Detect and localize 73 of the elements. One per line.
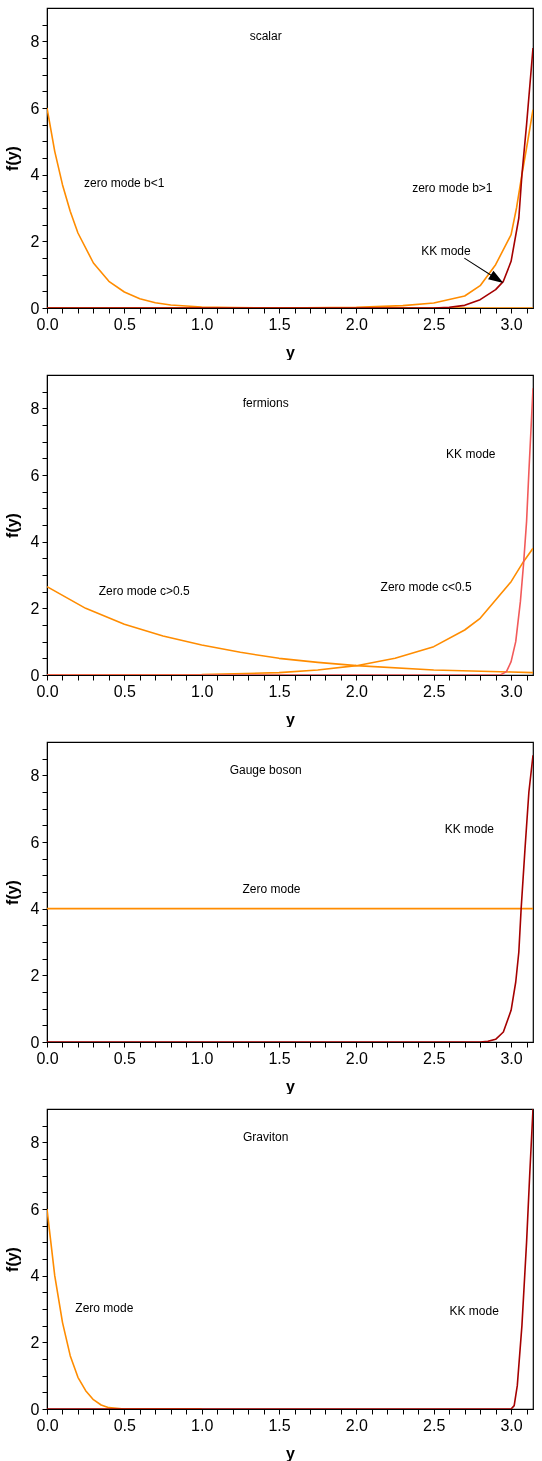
annotation: zero mode b>1 xyxy=(412,181,493,195)
y-axis-title: f(y) xyxy=(3,880,21,905)
x-tick-label: 1.0 xyxy=(191,315,214,333)
x-tick-label: 0.5 xyxy=(113,315,137,333)
x-axis-title: y xyxy=(286,1077,296,1095)
y-tick-label: 8 xyxy=(30,399,40,417)
y-tick-label: 0 xyxy=(30,1400,40,1418)
annotation: Zero mode xyxy=(75,1300,134,1315)
x-tick-label: 1.0 xyxy=(191,1416,214,1434)
annotation: zero mode b<1 xyxy=(84,175,165,190)
y-axis-title: f(y) xyxy=(3,146,21,171)
x-tick-label: 0.0 xyxy=(36,1416,59,1434)
annotation: KK mode xyxy=(446,447,496,462)
y-tick-label: 4 xyxy=(30,166,40,184)
x-tick-label: 2.5 xyxy=(423,1416,446,1434)
y-tick-label: 6 xyxy=(30,466,40,484)
y-axis-title: f(y) xyxy=(3,513,21,538)
y-tick-label: 2 xyxy=(30,966,40,984)
y-tick-label: 2 xyxy=(30,1333,40,1351)
text: fermions xyxy=(242,396,289,410)
y-tick-label: 2 xyxy=(30,599,40,617)
x-tick-label: 0.0 xyxy=(36,315,59,333)
x-tick-label: 2.5 xyxy=(423,682,446,700)
y-tick-label: 6 xyxy=(30,99,40,117)
y-tick-label: 4 xyxy=(30,900,40,918)
x-tick-label: 0.5 xyxy=(113,682,137,700)
annotation: Zero mode c<0.5 xyxy=(380,580,472,595)
line-series xyxy=(47,387,533,675)
x-tick-label: 2.5 xyxy=(423,1049,446,1067)
x-tick-label: 3.0 xyxy=(500,1416,523,1434)
text: Graviton xyxy=(243,1130,289,1144)
x-tick-label: 2.0 xyxy=(345,1416,369,1434)
x-axis-title: y xyxy=(286,1444,296,1461)
y-tick-label: 4 xyxy=(30,1267,40,1285)
y-tick-label: 0 xyxy=(30,299,40,317)
x-tick-label: 2.0 xyxy=(345,682,369,700)
y-tick-label: 6 xyxy=(30,1200,40,1218)
x-tick-label: 2.0 xyxy=(345,1049,369,1067)
x-tick-label: 3.0 xyxy=(500,682,523,700)
y-tick-label: 0 xyxy=(30,666,40,684)
x-tick-label: 0.5 xyxy=(113,1049,137,1067)
annotation: Zero mode xyxy=(242,881,301,896)
y-tick-label: 8 xyxy=(30,32,40,50)
y-tick-label: 4 xyxy=(30,533,40,551)
x-axis-title: y xyxy=(286,343,296,361)
y-tick-label: 8 xyxy=(30,766,40,784)
x-tick-label: 0.0 xyxy=(36,1049,59,1067)
x-axis-title: y xyxy=(286,710,296,728)
x-tick-label: 0.5 xyxy=(113,1416,137,1434)
text: Gauge boson xyxy=(229,763,302,777)
annotation: KK mode xyxy=(444,822,495,836)
annotation: KK mode xyxy=(449,1303,500,1318)
x-tick-label: 3.0 xyxy=(500,1049,523,1067)
x-tick-label: 2.5 xyxy=(423,315,446,333)
y-tick-label: 0 xyxy=(30,1033,40,1051)
x-tick-label: 1.5 xyxy=(268,1416,291,1434)
text: scalar xyxy=(249,29,282,43)
annotation: KK mode xyxy=(421,244,472,259)
y-tick-label: 8 xyxy=(30,1133,40,1151)
y-tick-label: 2 xyxy=(30,232,40,250)
y-tick-label: 6 xyxy=(30,833,40,851)
line-series xyxy=(47,47,533,308)
annotation: Zero mode c>0.5 xyxy=(98,584,191,599)
line-series xyxy=(47,754,533,1042)
y-axis-title: f(y) xyxy=(3,1247,21,1272)
x-tick-label: 1.0 xyxy=(191,682,214,700)
x-tick-label: 1.5 xyxy=(268,1049,291,1067)
x-tick-label: 1.0 xyxy=(191,1049,214,1067)
x-tick-label: 1.5 xyxy=(268,682,291,700)
x-tick-label: 3.0 xyxy=(500,315,523,333)
x-tick-label: 2.0 xyxy=(345,315,369,333)
x-tick-label: 1.5 xyxy=(268,315,291,333)
x-tick-label: 0.0 xyxy=(36,682,59,700)
